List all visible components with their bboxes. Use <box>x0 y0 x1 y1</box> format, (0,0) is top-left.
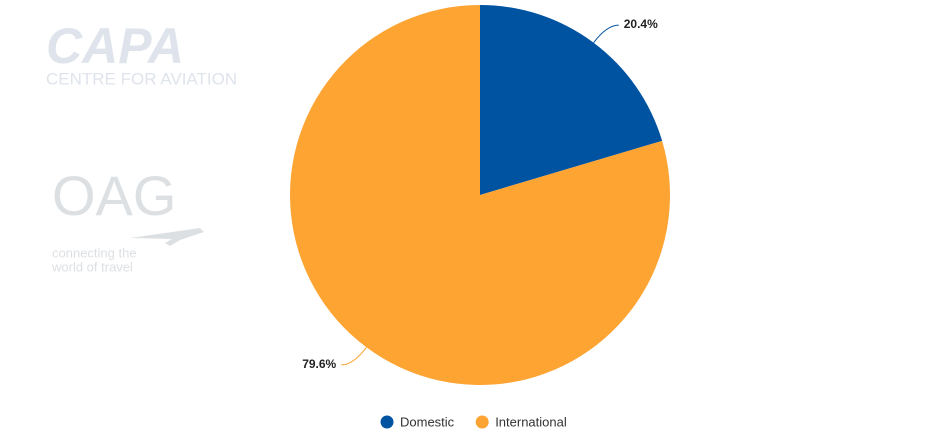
logo-text: OAG <box>52 164 176 227</box>
data-label: 79.6% <box>302 357 336 371</box>
legend-label: Domestic <box>400 414 455 429</box>
data-label: 20.4% <box>624 17 658 31</box>
logo-tagline: connecting the <box>52 245 137 260</box>
logo-text: CAPA <box>46 18 184 74</box>
legend-label: International <box>495 414 567 429</box>
pie-slice <box>290 5 670 386</box>
pie-slice <box>480 5 663 195</box>
oag-logo: OAG connecting the world of travel <box>51 164 204 274</box>
leader-line <box>593 24 619 44</box>
capa-logo: CAPA CENTRE FOR AVIATION <box>46 18 237 88</box>
legend-marker <box>380 415 394 429</box>
leader-line <box>341 346 367 366</box>
legend-marker <box>475 415 489 429</box>
logo-tagline: world of travel <box>51 259 133 274</box>
plane-icon <box>130 228 204 246</box>
logo-subtitle: CENTRE FOR AVIATION <box>46 69 237 88</box>
